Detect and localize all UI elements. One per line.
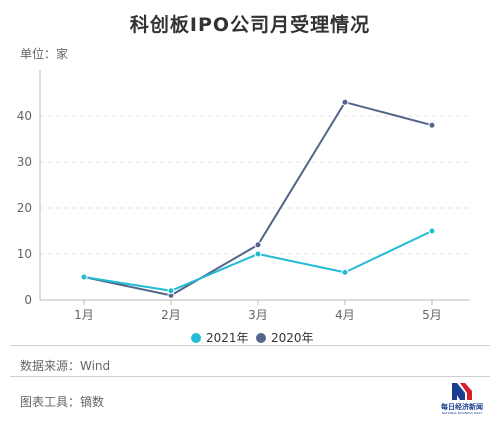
divider-top bbox=[10, 345, 490, 346]
data-point bbox=[428, 227, 436, 235]
data-source: 数据来源：Wind bbox=[20, 359, 111, 373]
y-tick-label: 20 bbox=[17, 201, 32, 215]
y-tick-label: 30 bbox=[17, 155, 32, 169]
data-point bbox=[80, 273, 88, 281]
line-chart: 0 10 20 30 40 1月 2月 3月 4月 5月 2021年 2020年 bbox=[17, 70, 470, 345]
legend-label: 2021年 bbox=[206, 331, 249, 345]
x-tick-label: 2月 bbox=[161, 308, 181, 322]
divider-bottom bbox=[10, 376, 490, 377]
data-point bbox=[167, 287, 175, 295]
logo-subtitle: NATIONAL BUSINESS DAILY bbox=[441, 411, 483, 415]
legend-marker bbox=[256, 333, 266, 343]
x-tick-label: 5月 bbox=[422, 308, 442, 322]
y-tick-label: 40 bbox=[17, 109, 32, 123]
unit-label: 单位：家 bbox=[20, 47, 69, 61]
data-point bbox=[341, 268, 349, 276]
data-point bbox=[428, 121, 436, 129]
x-tick-label: 1月 bbox=[74, 308, 94, 322]
series-line-2020 bbox=[83, 101, 433, 297]
chart-title: 科创板IPO公司月受理情况 bbox=[129, 14, 371, 36]
y-tick-label: 10 bbox=[17, 247, 32, 261]
legend-marker bbox=[191, 333, 201, 343]
data-point bbox=[254, 250, 262, 258]
chart-tool: 图表工具：镝数 bbox=[20, 395, 105, 409]
x-tick-label: 4月 bbox=[335, 308, 355, 322]
data-point bbox=[254, 241, 262, 249]
legend-label: 2020年 bbox=[271, 331, 314, 345]
series-line-2021 bbox=[83, 230, 433, 292]
nbd-logo: 每日经济新闻 NATIONAL BUSINESS DAILY bbox=[440, 380, 484, 416]
y-tick-label: 0 bbox=[24, 293, 32, 307]
x-tick-label: 3月 bbox=[248, 308, 268, 322]
data-point bbox=[341, 98, 349, 106]
logo-name: 每日经济新闻 bbox=[441, 403, 483, 411]
nbd-logo-icon bbox=[452, 383, 472, 400]
